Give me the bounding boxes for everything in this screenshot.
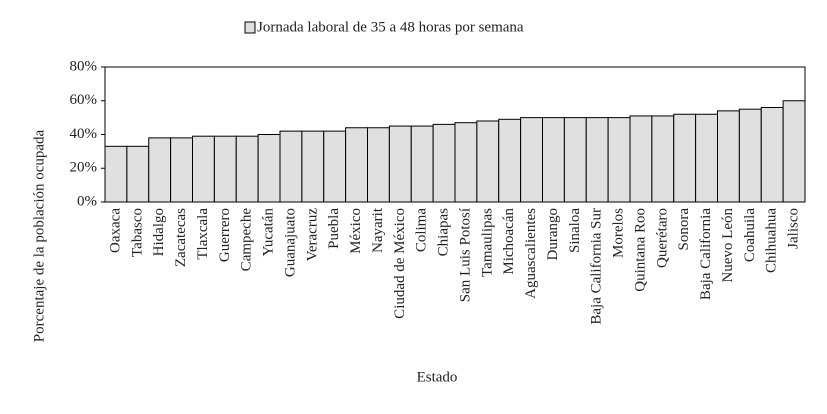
bar [738,108,762,203]
x-tick-label: Zacatecas [173,208,189,267]
bar [520,117,543,203]
x-tick-label: Campeche [239,208,255,272]
x-tick-label: Aguascalientes [523,208,539,299]
x-tick-label: Coahuila [742,208,758,262]
bar [104,145,128,203]
bar [673,113,697,203]
bar [542,117,565,203]
x-tick-label: Quintana Roo [632,208,648,292]
x-tick-label: Chiapas [436,208,452,256]
bar [388,125,412,203]
bar [301,130,325,203]
bar [717,110,740,203]
bar [782,100,806,203]
x-tick-label: Nuevo León [720,208,736,283]
x-tick-label: Ciudad de México [392,208,408,319]
x-tick-label: México [348,208,364,254]
x-tick-label: Guanajuato [282,208,298,277]
bar [170,137,193,203]
legend-label: Jornada laboral de 35 a 48 horas por sem… [257,19,524,35]
bar [192,135,215,203]
x-tick-label: Yucatán [261,208,277,257]
x-tick-label: Tamaulipas [479,208,495,277]
bar [213,135,237,203]
bar [235,135,259,203]
bar [651,115,675,203]
y-tick-label: 0% [77,193,97,209]
y-axis-title: Porcentaje de la población ocupada [31,129,47,342]
bar [760,107,784,203]
bar [585,117,609,203]
bar [323,130,347,203]
bar [279,130,303,203]
x-tick-label: Querétaro [654,208,670,268]
x-tick-label: Baja California Sur [589,208,605,325]
y-tick-label: 60% [70,92,98,108]
x-tick-label: Guerrero [217,208,233,262]
x-tick-label: Oaxaca [107,208,123,253]
y-tick-label: 80% [70,58,98,74]
bar [563,117,587,203]
legend-swatch [244,21,256,34]
bar [454,122,478,203]
x-tick-label: Sinaloa [567,208,583,253]
bar [607,117,631,203]
bar [345,127,368,203]
x-tick-label: San Luis Potosí [457,208,473,302]
bar [410,125,434,203]
x-tick-label: Tabasco [129,208,145,257]
x-tick-label: Nayarit [370,207,386,253]
x-tick-label: Sonora [676,208,692,251]
x-tick-label: Michoacán [501,208,517,275]
x-tick-label: Puebla [326,208,342,249]
x-tick-label: Veracruz [304,208,320,262]
bar [498,118,522,203]
bar [257,134,281,203]
bar [476,120,500,203]
x-tick-label: Baja California [698,208,714,300]
x-tick-label: Morelos [611,208,627,258]
bar [148,137,172,203]
x-tick-label: Tlaxcala [195,208,211,260]
x-tick-label: Colima [414,208,430,253]
bar [367,127,390,203]
y-tick-label: 20% [70,160,98,176]
bar [126,145,150,203]
bar [695,113,718,203]
x-axis-title: Estado [417,369,458,385]
y-tick-label: 40% [70,126,98,142]
x-tick-label: Jalisco [786,208,802,249]
x-tick-label: Durango [545,208,561,261]
bar [432,123,456,203]
x-tick-label: Chihuahua [764,208,780,273]
x-tick-label: Hidalgo [151,208,167,256]
bar [629,115,653,203]
